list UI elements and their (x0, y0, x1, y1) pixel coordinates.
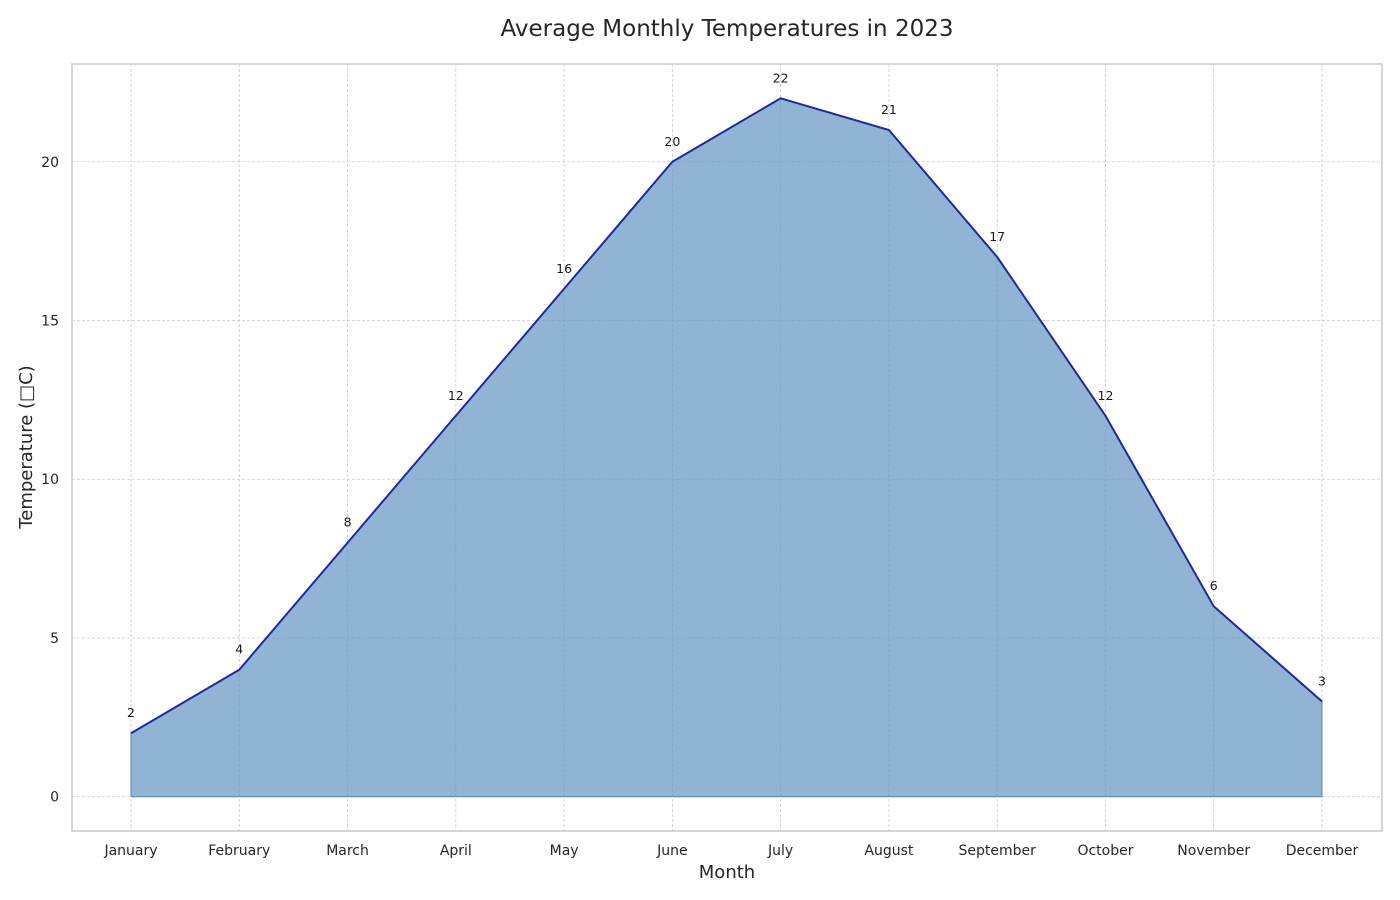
x-tick-label: June (656, 843, 688, 859)
y-tick-label: 0 (50, 790, 59, 806)
x-tick-label: August (864, 843, 914, 859)
data-label: 22 (773, 70, 789, 85)
x-tick-label: April (440, 843, 472, 859)
data-label: 16 (556, 261, 572, 276)
data-label: 4 (235, 642, 243, 657)
data-label: 2 (127, 705, 135, 720)
y-tick-label: 15 (41, 314, 59, 330)
chart-title: Average Monthly Temperatures in 2023 (501, 16, 954, 42)
data-label: 12 (1098, 388, 1114, 403)
data-label: 8 (344, 515, 352, 530)
x-tick-label: October (1077, 843, 1133, 859)
area-layer (130, 97, 1323, 798)
data-label: 12 (448, 388, 464, 403)
temperature-line (130, 97, 1323, 735)
data-label: 3 (1318, 673, 1326, 688)
x-tick-label: July (767, 843, 793, 859)
y-tick-label: 20 (41, 155, 59, 171)
plot-frame (71, 63, 1383, 832)
data-label: 6 (1210, 578, 1218, 593)
data-label: 17 (989, 229, 1005, 244)
data-labels: 2 4 8 12 16 20 22 21 17 12 6 3 (127, 70, 1326, 720)
y-axis-label: Temperature (□C) (16, 365, 37, 529)
y-tick-labels: 0 5 10 15 20 (41, 155, 59, 806)
x-tick-label: May (550, 843, 579, 859)
x-tick-labels: January February March April May June July Augu… (103, 843, 1358, 859)
x-tick-label: January (103, 843, 157, 859)
y-tick-label: 5 (50, 631, 59, 647)
x-tick-label: November (1177, 843, 1250, 859)
x-tick-label: December (1286, 843, 1359, 859)
data-label: 21 (881, 102, 897, 117)
x-tick-label: March (326, 843, 369, 859)
x-axis-label: Month (699, 862, 755, 883)
area-fill (130, 97, 1323, 798)
y-tick-label: 10 (41, 472, 59, 488)
data-label: 20 (664, 134, 680, 149)
x-tick-label: February (208, 843, 270, 859)
x-tick-label: September (958, 843, 1036, 859)
